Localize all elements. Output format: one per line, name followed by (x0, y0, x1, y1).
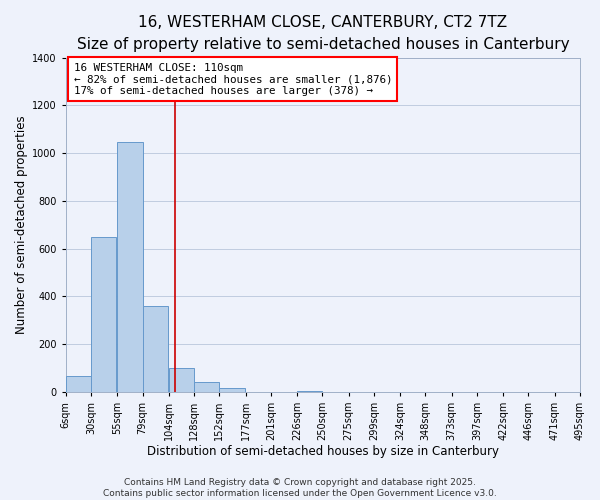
Text: 16 WESTERHAM CLOSE: 110sqm
← 82% of semi-detached houses are smaller (1,876)
17%: 16 WESTERHAM CLOSE: 110sqm ← 82% of semi… (74, 62, 392, 96)
Title: 16, WESTERHAM CLOSE, CANTERBURY, CT2 7TZ
Size of property relative to semi-detac: 16, WESTERHAM CLOSE, CANTERBURY, CT2 7TZ… (77, 15, 569, 52)
Bar (297, 390, 322, 392)
Bar (143, 306, 168, 392)
Bar (66, 376, 91, 392)
X-axis label: Distribution of semi-detached houses by size in Canterbury: Distribution of semi-detached houses by … (147, 444, 499, 458)
Bar (118, 142, 143, 392)
Bar (169, 368, 194, 392)
Bar (91, 236, 116, 392)
Bar (194, 382, 220, 392)
Bar (220, 388, 245, 392)
Y-axis label: Number of semi-detached properties: Number of semi-detached properties (15, 116, 28, 334)
Text: Contains HM Land Registry data © Crown copyright and database right 2025.
Contai: Contains HM Land Registry data © Crown c… (103, 478, 497, 498)
